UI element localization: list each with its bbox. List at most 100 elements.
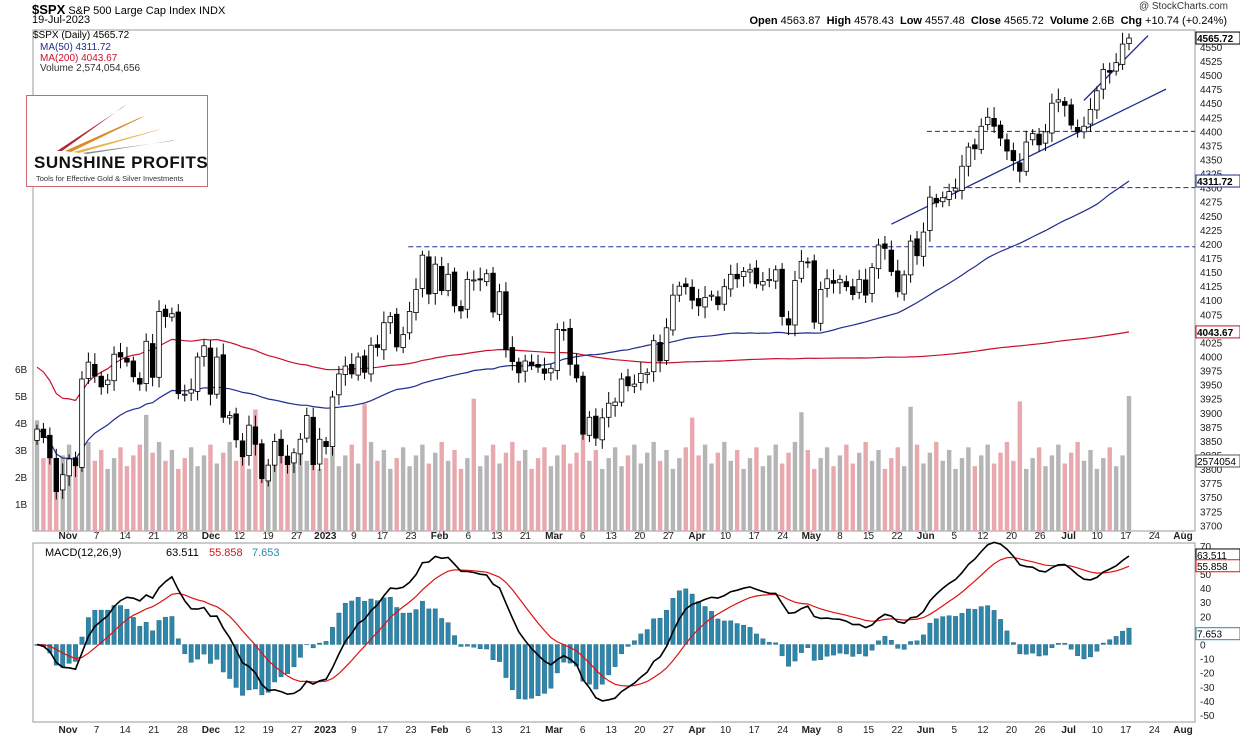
- candle-body: [734, 273, 740, 280]
- candle-body: [329, 396, 336, 447]
- volume-bar: [176, 468, 181, 531]
- price-tick-label: 4025: [1200, 338, 1223, 349]
- value-tag-box: [1195, 174, 1240, 188]
- volume-bar: [1036, 447, 1042, 531]
- x-tick-label: 2023: [314, 725, 337, 736]
- volume-bar: [593, 450, 599, 531]
- volume-bar: [606, 458, 611, 531]
- macd-histogram-bar: [786, 644, 791, 667]
- volume-bar: [645, 452, 650, 531]
- price-tick-label: 4125: [1200, 282, 1223, 293]
- macd-histogram-bar: [953, 616, 958, 645]
- macd-legend-label: MACD(12,26,9): [45, 547, 121, 559]
- price-tick-label: 3800: [1200, 465, 1223, 476]
- price-tick-label: 4175: [1200, 254, 1223, 265]
- candle-body: [92, 363, 98, 377]
- volume-bar: [805, 450, 811, 531]
- macd-histogram-bar: [169, 616, 175, 645]
- volume-bar: [555, 455, 560, 531]
- x-tick-label: Jul: [1061, 725, 1076, 736]
- macd-histogram-bar: [567, 644, 573, 664]
- x-tick-label: 21: [520, 725, 532, 736]
- volume-bar: [991, 463, 997, 531]
- macd-histogram-bar: [130, 617, 136, 645]
- macd-histogram-bar: [940, 616, 946, 645]
- macd-histogram-bar: [342, 603, 348, 645]
- logo-brand: SUNSHINE PROFITS: [34, 153, 209, 172]
- candle-body: [638, 372, 644, 383]
- candle-body: [188, 389, 194, 394]
- macd-histogram-bar: [105, 609, 111, 645]
- candle-body: [593, 415, 599, 439]
- volume-bar: [812, 468, 817, 531]
- macd-histogram-bar: [355, 597, 361, 645]
- macd-histogram-bar: [175, 638, 181, 645]
- volume-bar: [876, 450, 881, 531]
- macd-histogram-bar: [631, 640, 637, 645]
- macd-histogram-bar: [587, 644, 592, 685]
- candle-body: [946, 191, 952, 200]
- candle-body: [496, 291, 503, 315]
- candle-body: [516, 361, 522, 374]
- macd-histogram-bar: [1043, 644, 1048, 656]
- macd-histogram-bar: [831, 644, 836, 656]
- candle-body: [349, 363, 355, 375]
- volume-bar: [355, 463, 361, 531]
- candle-body: [650, 340, 657, 373]
- volume-bar: [1101, 458, 1106, 531]
- macd-tick-label: 20: [1200, 612, 1212, 623]
- price-tick-label: 4550: [1200, 43, 1223, 54]
- candle-body: [124, 357, 130, 363]
- macd-histogram-bar: [445, 622, 451, 645]
- macd-histogram-bar: [291, 644, 297, 668]
- candle-body: [66, 458, 72, 477]
- macd-tick-label: -20: [1200, 669, 1215, 680]
- macd-histogram-bar: [728, 620, 734, 645]
- x-tick-label: 17: [1120, 725, 1132, 736]
- volume-bar: [921, 463, 926, 531]
- macd-histogram-bar: [1036, 644, 1042, 657]
- volume-bar: [1017, 401, 1022, 531]
- candle-body: [1074, 126, 1081, 133]
- volume-bar: [709, 463, 714, 531]
- macd-histogram-bar: [432, 608, 438, 645]
- candle-body: [927, 196, 933, 231]
- macd-histogram-bar: [529, 644, 535, 699]
- macd-histogram-bar: [420, 600, 425, 645]
- candle-body: [882, 243, 888, 249]
- candle-body: [850, 286, 856, 295]
- x-tick-label: 8: [837, 725, 843, 736]
- macd-histogram-bar: [1094, 644, 1100, 652]
- candle-body: [747, 269, 753, 273]
- macd-histogram-bar: [869, 644, 875, 651]
- macd-histogram-bar: [240, 644, 245, 696]
- candle-body: [445, 273, 451, 292]
- candle-body: [792, 280, 798, 326]
- x-tick-label: 20: [634, 725, 646, 736]
- macd-histogram-bar: [362, 600, 367, 645]
- macd-histogram-bar: [227, 644, 233, 679]
- price-tick-label: 4400: [1200, 127, 1223, 138]
- candle-body: [471, 279, 477, 282]
- macd-histogram-bar: [278, 644, 284, 678]
- legend-ma200: MA(200) 4043.67: [40, 53, 118, 64]
- macd-histogram-bar: [201, 644, 207, 655]
- candle-body: [869, 267, 875, 294]
- candle-body: [509, 347, 516, 362]
- macd-histogram-bar: [664, 609, 669, 645]
- candle-body: [233, 413, 239, 441]
- candle-body: [336, 373, 342, 396]
- volume-bar: [574, 452, 579, 531]
- candle-body: [1087, 108, 1094, 125]
- macd-histogram-bar: [702, 606, 708, 645]
- volume-bar: [535, 458, 541, 531]
- x-tick-label: 27: [291, 725, 303, 736]
- x-tick-label: 10: [720, 725, 732, 736]
- candle-body: [265, 464, 271, 482]
- macd-histogram-bar: [856, 644, 862, 654]
- candle-body: [631, 383, 638, 387]
- macd-histogram-bar: [285, 644, 290, 674]
- macd-tick-label: -50: [1200, 711, 1215, 722]
- x-tick-label: Dec: [202, 531, 221, 542]
- macd-histogram-bar: [272, 644, 278, 683]
